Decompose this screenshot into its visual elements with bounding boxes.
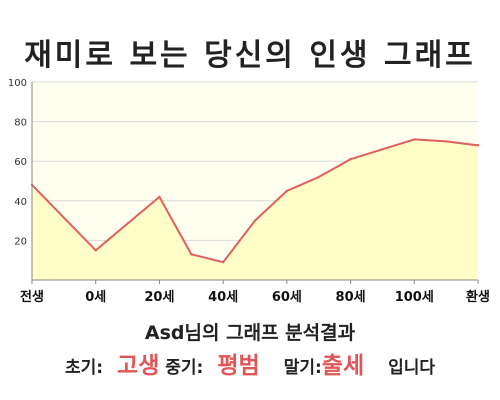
y-tick-label: 40 — [14, 197, 27, 208]
y-tick-label: 100 — [8, 78, 27, 89]
result-ending: 입니다 — [388, 358, 436, 378]
x-tick-label: 0세 — [85, 290, 106, 305]
analysis-result: 초기: 고생 중기: 평범 말기:출세 입니다 — [0, 346, 500, 380]
x-tick-label: 40세 — [208, 290, 238, 305]
analysis-heading-text: 님의 그래프 분석결과 — [184, 322, 356, 344]
data-point — [253, 219, 257, 222]
data-point — [444, 140, 448, 143]
x-tick-label: 80세 — [336, 290, 366, 305]
data-point — [94, 249, 97, 252]
data-point — [317, 175, 320, 179]
data-point — [285, 189, 289, 193]
x-tick-label: 60세 — [272, 290, 302, 305]
y-tick-label: 60 — [14, 157, 27, 168]
data-point — [221, 260, 225, 264]
plot-area: 20 40 60 80 100 전생 0세 20세 40세 60세 80세 100세 환생 — [8, 78, 490, 305]
late-phase-value: 출세 — [321, 353, 365, 379]
data-point — [413, 138, 416, 141]
data-point — [381, 148, 384, 151]
area-fill — [32, 139, 478, 280]
user-name: Asd — [144, 322, 185, 344]
chart-title: 재미로 보는 당신의 인생 그래프 — [24, 38, 476, 73]
data-point — [349, 158, 352, 161]
analysis-heading: Asd님의 그래프 분석결과 — [0, 318, 500, 345]
life-chart: 20 40 60 80 100 전생 0세 20세 40세 60세 80세 100세 환생 — [8, 78, 490, 305]
x-tick-label: 전생 — [20, 289, 44, 305]
late-phase-label: 말기: — [283, 358, 322, 378]
data-point — [476, 144, 480, 147]
data-point — [158, 195, 161, 199]
data-point — [190, 253, 193, 256]
x-tick-label: 100세 — [395, 290, 434, 305]
y-tick-label: 20 — [14, 236, 27, 247]
early-phase-label: 초기: — [64, 358, 104, 378]
y-tick-label: 80 — [14, 118, 27, 129]
x-tick-label: 20세 — [144, 290, 174, 305]
middle-phase-label: 중기: — [165, 358, 204, 378]
early-phase-value: 고생 — [117, 353, 160, 379]
x-tick-label: 환생 — [466, 289, 490, 305]
middle-phase-value: 평범 — [217, 353, 260, 379]
